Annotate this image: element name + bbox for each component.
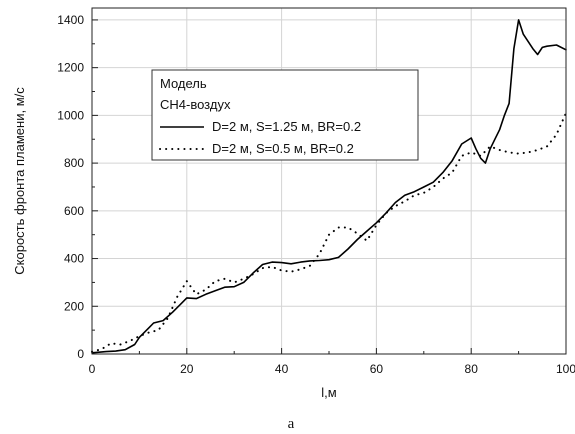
legend-entry-solid: D=2 м, S=1.25 м, BR=0.2 [212, 119, 361, 134]
y-tick-label: 1200 [57, 61, 84, 75]
y-tick-label: 400 [64, 252, 84, 266]
y-tick-label: 1400 [57, 13, 84, 27]
x-tick-label: 20 [180, 362, 194, 376]
axis-ticks [91, 19, 567, 355]
x-axis-label: l,м [321, 385, 337, 400]
x-tick-label: 0 [89, 362, 96, 376]
x-tick-label: 40 [275, 362, 289, 376]
x-tick-label: 100 [556, 362, 575, 376]
legend-title-model: Модель [160, 76, 207, 91]
y-tick-label: 1000 [57, 108, 84, 122]
y-tick-label: 200 [64, 299, 84, 313]
legend-box [151, 69, 419, 161]
series-layer [91, 19, 567, 354]
legend-title-mixture: CH4-воздух [160, 97, 231, 112]
legend: Модель CH4-воздух D=2 м, S=1.25 м, BR=0.… [151, 69, 419, 161]
y-tick-label: 600 [64, 204, 84, 218]
series-line-dotted [91, 112, 567, 353]
y-tick-label: 0 [77, 347, 84, 361]
x-tick-label: 80 [465, 362, 479, 376]
figure-caption: а [288, 416, 295, 432]
grid-lines [91, 8, 567, 355]
y-tick-label: 800 [64, 156, 84, 170]
series-line-solid [91, 19, 567, 354]
x-tick-label: 60 [370, 362, 384, 376]
legend-entry-dotted: D=2 м, S=0.5 м, BR=0.2 [212, 141, 354, 156]
y-axis-label: Скорость фронта пламени, м/с [12, 87, 27, 275]
